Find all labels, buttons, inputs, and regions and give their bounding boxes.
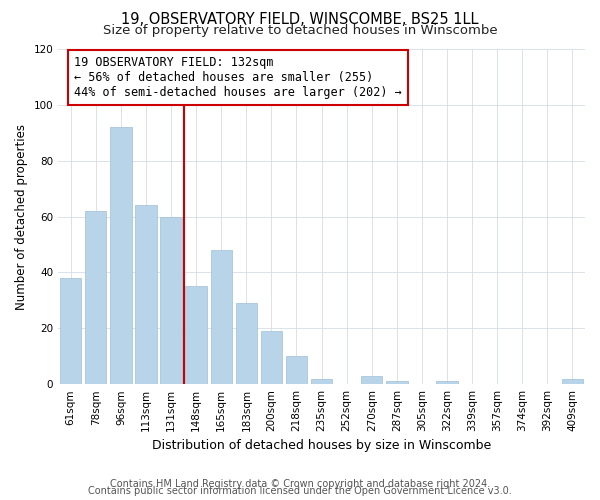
Text: 19 OBSERVATORY FIELD: 132sqm
← 56% of detached houses are smaller (255)
44% of s: 19 OBSERVATORY FIELD: 132sqm ← 56% of de… [74,56,402,98]
Text: Size of property relative to detached houses in Winscombe: Size of property relative to detached ho… [103,24,497,37]
Text: Contains public sector information licensed under the Open Government Licence v3: Contains public sector information licen… [88,486,512,496]
Bar [160,216,182,384]
Bar [110,127,131,384]
Text: 19, OBSERVATORY FIELD, WINSCOMBE, BS25 1LL: 19, OBSERVATORY FIELD, WINSCOMBE, BS25 1… [121,12,479,28]
Bar [185,286,207,384]
Text: Contains HM Land Registry data © Crown copyright and database right 2024.: Contains HM Land Registry data © Crown c… [110,479,490,489]
Bar [361,376,382,384]
Bar [286,356,307,384]
Bar [562,378,583,384]
Bar [436,382,458,384]
Y-axis label: Number of detached properties: Number of detached properties [15,124,28,310]
Bar [311,378,332,384]
Bar [85,211,106,384]
Bar [261,331,282,384]
Bar [236,303,257,384]
X-axis label: Distribution of detached houses by size in Winscombe: Distribution of detached houses by size … [152,440,491,452]
Bar [386,382,407,384]
Bar [136,206,157,384]
Bar [60,278,82,384]
Bar [211,250,232,384]
